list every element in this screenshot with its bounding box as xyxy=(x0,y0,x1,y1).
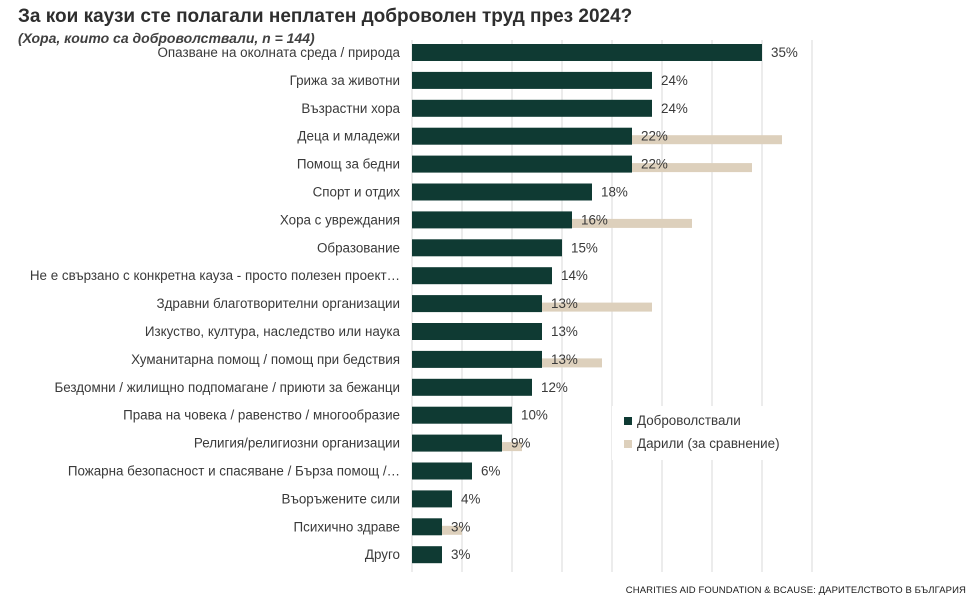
category-label: Въоръжените сили xyxy=(282,491,400,506)
legend: Доброволствали Дарили (за сравнение) xyxy=(612,406,800,460)
bar-volunteers xyxy=(412,378,532,396)
category-label: Опазване на околната среда / природа xyxy=(157,45,400,60)
bar-volunteers xyxy=(412,434,502,452)
category-label: Друго xyxy=(365,547,400,562)
category-labels: Опазване на околната среда / природа Гриж… xyxy=(30,45,401,562)
category-label: Не е свързано с конкретна кауза - просто… xyxy=(30,268,400,283)
value-label: 35% xyxy=(771,45,798,60)
category-label: Спорт и отдих xyxy=(313,185,401,200)
value-labels: 35% 24% 24% 22% 22% 18% 16% 15% 14% 13% 13% 13% 12% 1… xyxy=(451,45,798,562)
value-label: 15% xyxy=(571,240,598,255)
category-label: Помощ за бедни xyxy=(297,157,400,172)
bar-volunteers xyxy=(412,462,472,480)
value-label: 13% xyxy=(551,352,578,367)
legend-swatch-volunteers xyxy=(624,417,632,425)
bar-volunteers xyxy=(412,99,652,117)
value-label: 6% xyxy=(481,464,500,479)
bar-volunteers xyxy=(412,267,552,285)
value-label: 24% xyxy=(661,101,688,116)
category-label: Изкуство, култура, наследство или наука xyxy=(145,324,401,339)
value-label: 12% xyxy=(541,380,568,395)
category-label: Права на човека / равенство / многообраз… xyxy=(123,408,400,423)
bar-volunteers xyxy=(412,295,542,313)
legend-swatch-donors xyxy=(624,440,632,448)
bar-volunteers xyxy=(412,350,542,368)
category-label: Хуманитарна помощ / помощ при бедствия xyxy=(131,352,400,367)
value-label: 3% xyxy=(451,519,470,534)
value-label: 4% xyxy=(461,491,480,506)
value-label: 24% xyxy=(661,73,688,88)
value-label: 13% xyxy=(551,296,578,311)
chart-subtitle: (Хора, които са доброволствали, n = 144) xyxy=(18,30,315,46)
value-label: 10% xyxy=(521,408,548,423)
bar-volunteers xyxy=(412,155,632,173)
category-label: Хора с увреждания xyxy=(280,212,400,227)
bar-volunteers xyxy=(412,546,442,564)
bar-volunteers xyxy=(412,127,632,145)
category-label: Бездомни / жилищно подпомагане / приюти … xyxy=(54,380,400,395)
value-label: 9% xyxy=(511,436,530,451)
legend-box xyxy=(612,406,800,460)
chart-title: За кои каузи сте полагали неплатен добро… xyxy=(18,6,633,27)
bar-volunteers xyxy=(412,211,572,229)
bar-volunteers xyxy=(412,490,452,508)
legend-label-donors: Дарили (за сравнение) xyxy=(637,436,780,451)
category-label: Възрастни хора xyxy=(301,101,400,116)
value-label: 16% xyxy=(581,212,608,227)
value-label: 18% xyxy=(601,185,628,200)
category-label: Образование xyxy=(317,240,400,255)
bars xyxy=(412,44,782,564)
value-label: 13% xyxy=(551,324,578,339)
value-label: 3% xyxy=(451,547,470,562)
category-label: Грижа за животни xyxy=(290,73,400,88)
category-label: Религия/религиозни организации xyxy=(194,436,400,451)
source-footer: CHARITIES AID FOUNDATION & BCAUSE: ДАРИТ… xyxy=(625,585,966,596)
category-label: Пожарна безопасност и спасяване / Бърза … xyxy=(68,464,400,479)
bar-volunteers xyxy=(412,323,542,340)
value-label: 22% xyxy=(641,129,668,144)
bar-volunteers xyxy=(412,71,652,89)
bar-volunteers xyxy=(412,183,592,201)
bar-volunteers xyxy=(412,406,512,424)
bar-volunteers xyxy=(412,44,762,61)
category-label: Психично здраве xyxy=(294,519,400,534)
value-label: 22% xyxy=(641,157,668,172)
category-label: Здравни благотворителни организации xyxy=(157,296,400,311)
category-label: Деца и младежи xyxy=(297,129,400,144)
bar-volunteers xyxy=(412,518,442,536)
legend-label-volunteers: Доброволствали xyxy=(637,413,741,428)
value-label: 14% xyxy=(561,268,588,283)
bar-volunteers xyxy=(412,239,562,257)
